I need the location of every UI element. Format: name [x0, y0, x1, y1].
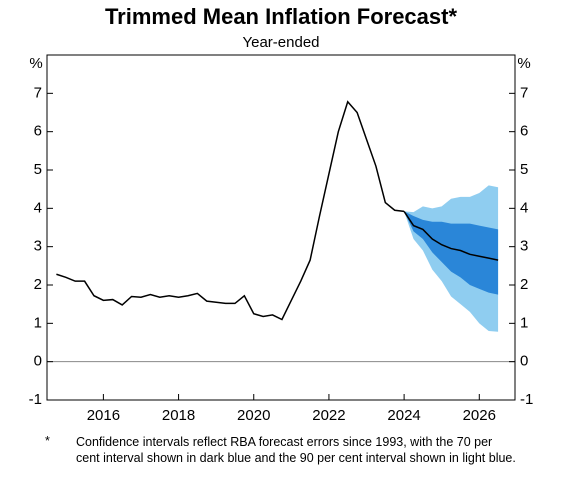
y-tick-label: 0 [34, 353, 42, 370]
x-tick-label: 2020 [237, 407, 270, 424]
y-tick-label: 5 [34, 161, 42, 178]
y2-axis-label: % [517, 55, 530, 72]
confidence-band [404, 211, 499, 295]
x-tick-label: 2026 [463, 407, 496, 424]
y-tick-label: 1 [34, 314, 42, 331]
y-tick-label: 6 [34, 123, 42, 140]
y2-tick-label: 3 [520, 238, 528, 255]
y2-tick-label: 5 [520, 161, 528, 178]
y2-tick-label: 1 [520, 314, 528, 331]
y2-tick-label: 6 [520, 123, 528, 140]
x-tick-label: 2024 [387, 407, 420, 424]
y2-tick-label: 2 [520, 276, 528, 293]
y-tick-label: 4 [34, 199, 42, 216]
y-tick-label: 7 [34, 84, 42, 101]
y-tick-label: 2 [34, 276, 42, 293]
chart-subtitle: Year-ended [242, 34, 319, 51]
x-tick-label: 2016 [87, 407, 120, 424]
y-axis-label: % [29, 55, 42, 72]
y2-tick-label: 7 [520, 84, 528, 101]
chart: Trimmed Mean Inflation Forecast* Year-en… [29, 4, 534, 424]
line [403, 210, 499, 261]
plot-frame [46, 54, 516, 401]
x-tick-label: 2018 [162, 407, 195, 424]
y2-tick-label: -1 [520, 391, 533, 408]
chart-title: Trimmed Mean Inflation Forecast* [105, 4, 458, 29]
y-tick-label: -1 [29, 391, 42, 408]
note: Confidence intervals reflect RBA forecas… [76, 435, 516, 465]
note-marker: * [45, 434, 50, 448]
y2-tick-label: 0 [520, 353, 528, 370]
line [56, 100, 405, 321]
y-tick-label: 3 [34, 238, 42, 255]
y2-tick-label: 4 [520, 199, 528, 216]
x-tick-label: 2022 [312, 407, 345, 424]
